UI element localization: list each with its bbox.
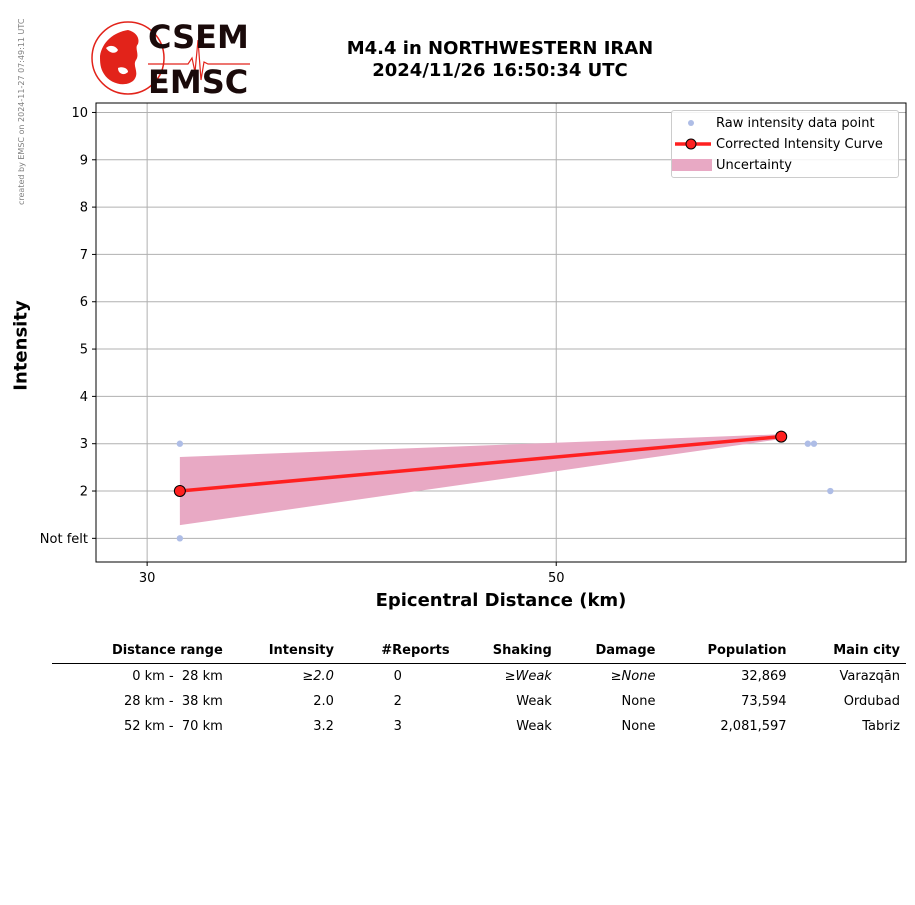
table-header-row: Distance range Intensity #Reports Shakin… [52,640,906,664]
cell-distance-range: 52 km - 70 km [123,718,223,734]
legend-label-uncertainty: Uncertainty [716,157,792,173]
logo-top-text: CSEM [148,18,249,56]
y-tick-label: 8 [80,201,88,216]
cell-reports: 2 [393,693,402,709]
cell-shaking: Weak [516,718,552,734]
cell-shaking: Weak [516,693,552,709]
header-population: Population [661,640,793,664]
cell-distance-range: 0 km - 28 km [132,668,223,684]
y-axis-ticks: Not felt 2 3 4 5 6 7 8 9 10 [40,106,96,547]
cell-reports: 0 [393,668,402,684]
y-tick-label: 5 [80,343,88,358]
header-intensity: Intensity [228,640,340,664]
legend-label-curve: Corrected Intensity Curve [716,136,883,152]
y-tick-label: 3 [80,437,88,452]
raw-points-layer [176,440,834,542]
cell-main-city: Ordubad [843,693,900,709]
x-axis-label: Epicentral Distance (km) [375,590,627,611]
table-row: 28 km - 38 km 2.0 2 Weak None 73,594 Ord… [52,689,906,714]
header-damage: Damage [557,640,662,664]
raw-data-point [176,440,184,447]
header-reports: #Reports [339,640,456,664]
cell-damage: ≥None [610,668,656,684]
table-row: 52 km - 70 km 3.2 3 Weak None 2,081,597 … [52,714,906,739]
curve-marker [775,430,788,443]
cell-main-city: Tabriz [862,718,900,734]
y-axis-label: Intensity [10,300,32,391]
title-line-time: 2024/11/26 16:50:34 UTC [372,60,628,81]
y-tick-label: 9 [80,153,88,168]
csem-emsc-logo: CSEM EMSC [91,18,250,98]
y-tick-label: 7 [80,248,88,263]
legend-label-raw: Raw intensity data point [716,115,875,131]
header-distance-range: Distance range [52,640,229,664]
y-tick-label: 10 [71,106,88,121]
cell-population: 73,594 [741,693,787,709]
intensity-curve-layer [173,430,788,498]
intensity-chart: 30 50 Not felt 2 3 4 5 6 7 8 9 10 [40,102,907,586]
y-tick-label: 6 [80,295,88,310]
legend: Raw intensity data point Corrected Inten… [671,110,899,178]
cell-reports: 3 [393,718,402,734]
raw-data-point [827,487,834,495]
raw-data-point [810,440,818,447]
legend-item-uncertainty: Uncertainty [672,156,792,174]
cell-intensity: 3.2 [313,718,334,734]
header-shaking: Shaking [455,640,558,664]
uncertainty-band [179,434,782,526]
curve-marker [173,485,186,498]
logo-bottom-text: EMSC [148,63,248,98]
raw-data-point [176,535,184,542]
cell-shaking: ≥Weak [504,668,552,684]
intensity-summary-table: Distance range Intensity #Reports Shakin… [52,640,906,739]
legend-item-curve: Corrected Intensity Curve [672,135,883,153]
intensity-curve-line [179,434,782,493]
cell-damage: None [621,693,656,709]
cell-population: 2,081,597 [720,718,787,734]
chart-title: M4.4 in NORTHWESTERN IRAN 2024/11/26 16:… [290,38,710,82]
x-axis-ticks: 30 50 [139,562,565,586]
grid [96,103,906,562]
cell-intensity: ≥2.0 [302,668,334,684]
x-tick-label: 50 [548,571,565,586]
y-tick-label: 2 [80,485,88,500]
table-row: 0 km - 28 km ≥2.0 0 ≥Weak ≥None 32,869 V… [52,664,906,690]
x-tick-label: 30 [139,571,156,586]
plot-frame [95,102,907,563]
y-tick-label: 4 [80,390,88,405]
header-main-city: Main city [792,640,906,664]
raw-data-point [804,440,812,447]
cell-population: 32,869 [741,668,787,684]
cell-distance-range: 28 km - 38 km [123,693,223,709]
uncertainty-band-layer [179,434,782,526]
cell-damage: None [621,718,656,734]
title-line-event: M4.4 in NORTHWESTERN IRAN [346,38,654,59]
cell-main-city: Varazqān [839,668,900,684]
y-tick-label: Not felt [40,532,88,547]
legend-item-raw: Raw intensity data point [672,114,875,132]
cell-intensity: 2.0 [313,693,334,709]
